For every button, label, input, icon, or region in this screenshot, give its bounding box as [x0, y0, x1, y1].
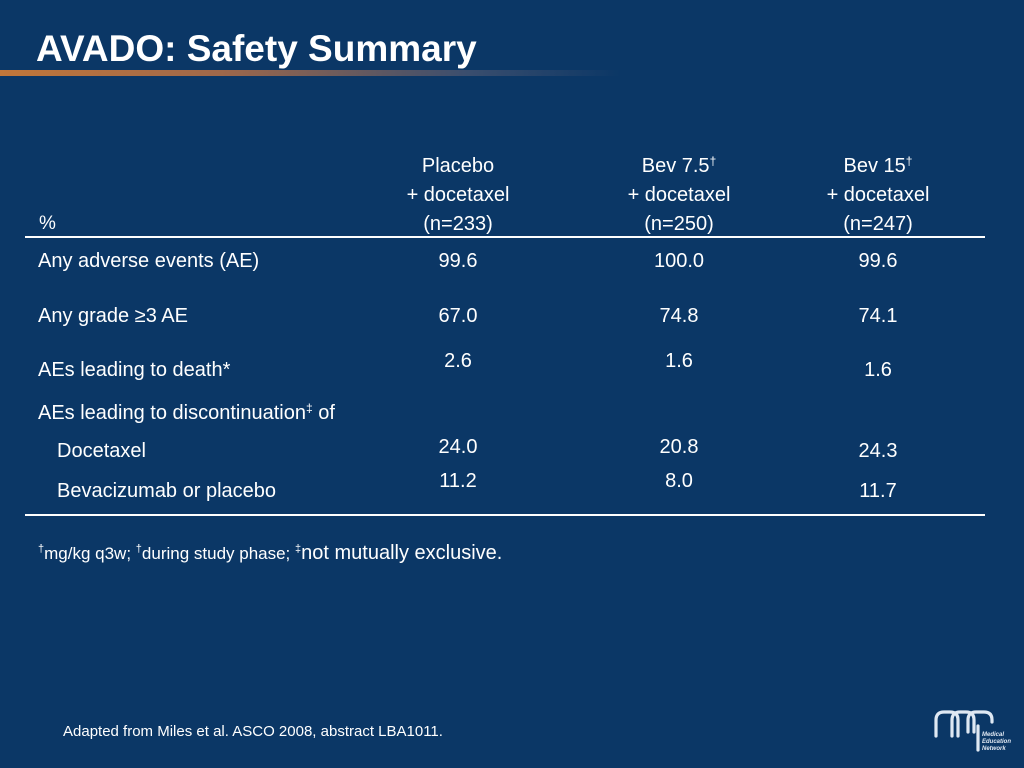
row-label-any-ae: Any adverse events (AE) — [38, 250, 260, 272]
logo-text-line2: Education — [982, 739, 1011, 745]
column-header-line1: Placebo — [421, 155, 495, 177]
row-label-text: AEs leading to discontinuation — [38, 402, 306, 424]
title-underline — [0, 70, 620, 76]
row-label-bevacizumab: Bevacizumab or placebo — [57, 480, 277, 502]
cell-bevacizumab-placebo: 11.2 — [439, 470, 477, 492]
cell-docetaxel-bev-15: 24.3 — [858, 440, 898, 462]
row-label-sup: ‡ — [305, 401, 313, 415]
column-header-line3: (n=250) — [644, 213, 714, 235]
logo-text-line1: Medical — [982, 732, 1004, 738]
footnote-text: during study phase; — [141, 544, 296, 563]
footnote-symbol: ‡ — [295, 543, 302, 555]
footnote: †mg/kg q3w; †during study phase; ‡not mu… — [38, 542, 502, 565]
footnote-symbol: † — [38, 543, 45, 555]
column-header-bev-7-5: Bev 7.5† + docetaxel (n=250) — [579, 152, 779, 239]
column-header-line2: + docetaxel — [406, 184, 510, 206]
cell-any-ae-bev-15: 99.6 — [858, 250, 898, 272]
logo-text-line3: Network — [982, 746, 1006, 752]
cell-any-ae-bev-7-5: 100.0 — [653, 250, 705, 272]
footnote-symbol: † — [135, 543, 142, 555]
row-label-ae-death: AEs leading to death* — [38, 359, 231, 381]
slide-title: AVADO: Safety Summary — [36, 28, 477, 69]
table-top-rule — [25, 236, 985, 238]
row-label-docetaxel: Docetaxel — [57, 440, 146, 462]
source-citation: Adapted from Miles et al. ASCO 2008, abs… — [63, 723, 443, 740]
footnote-text: mg/kg q3w; — [44, 544, 136, 563]
cell-bevacizumab-bev-7-5: 8.0 — [665, 470, 693, 492]
column-header-sup: † — [905, 154, 913, 168]
column-header-line2: + docetaxel — [826, 184, 930, 206]
cell-any-ae-placebo: 99.6 — [438, 250, 478, 272]
cell-grade3-ae-bev-7-5: 74.8 — [659, 305, 699, 327]
cell-docetaxel-bev-7-5: 20.8 — [659, 436, 699, 458]
unit-label: % — [39, 213, 56, 234]
table-bottom-rule — [25, 514, 985, 516]
row-label-grade3-ae: Any grade ≥3 AE — [38, 305, 188, 327]
column-header-placebo: Placebo + docetaxel (n=233) — [358, 152, 558, 239]
footnote-text: not mutually exclusive. — [301, 542, 503, 564]
column-header-line3: (n=247) — [843, 213, 913, 235]
cell-grade3-ae-bev-15: 74.1 — [858, 305, 898, 327]
column-header-line2: + docetaxel — [627, 184, 731, 206]
cell-ae-death-placebo: 2.6 — [444, 350, 472, 372]
cell-grade3-ae-placebo: 67.0 — [438, 305, 478, 327]
column-header-line3: (n=233) — [423, 213, 493, 235]
column-header-line1: Bev 15 — [843, 155, 906, 177]
cell-bevacizumab-bev-15: 11.7 — [859, 480, 897, 502]
row-label-suffix: of — [312, 402, 335, 424]
column-header-sup: † — [709, 154, 717, 168]
cell-ae-death-bev-15: 1.6 — [864, 359, 892, 381]
cell-ae-death-bev-7-5: 1.6 — [665, 350, 693, 372]
column-header-line1: Bev 7.5 — [641, 155, 710, 177]
cell-docetaxel-placebo: 24.0 — [438, 436, 478, 458]
column-header-bev-15: Bev 15† + docetaxel (n=247) — [778, 152, 978, 239]
medical-education-network-logo: Medical Education Network — [934, 710, 1011, 752]
row-label-discontinuation: AEs leading to discontinuation‡ of — [38, 402, 335, 425]
